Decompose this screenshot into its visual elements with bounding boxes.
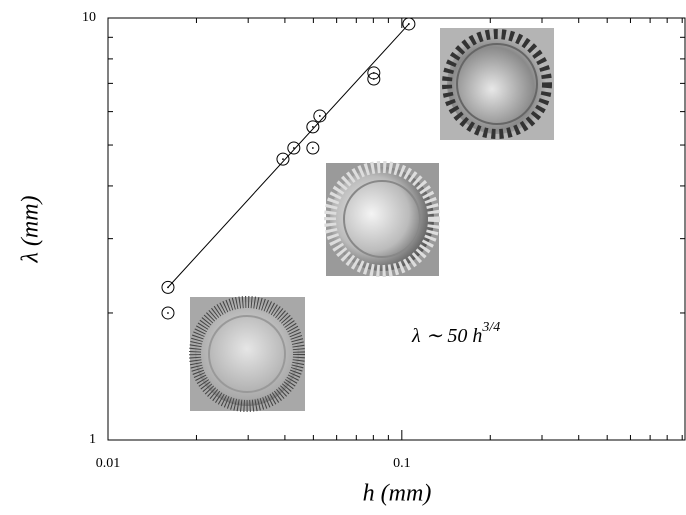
y-tick-label: 10 (82, 10, 96, 25)
annotation: λ ∼ 50 h3/4 (411, 320, 500, 346)
data-point (161, 306, 175, 320)
data-point-center (407, 23, 410, 25)
x-tick-label: 0.01 (96, 456, 121, 471)
data-point (306, 141, 320, 155)
data-point (276, 152, 290, 166)
data-point-center (372, 78, 375, 80)
inset-photo (189, 296, 305, 412)
annotation-superscript: 3/4 (481, 320, 500, 335)
data-point-center (167, 312, 169, 314)
data-point-center (292, 147, 295, 149)
inset-photo (440, 28, 554, 140)
data-point-center (167, 286, 169, 289)
data-point (367, 72, 381, 86)
data-point (306, 120, 320, 134)
data-point-center (282, 158, 284, 161)
x-axis-label: h (mm) (363, 481, 432, 507)
annotation-text: λ ∼ 50 h (411, 325, 482, 347)
plot-frame (107, 17, 686, 441)
data-point (161, 280, 175, 294)
data-point (402, 17, 416, 31)
y-tick-label: 1 (89, 432, 96, 447)
data-point (287, 141, 301, 155)
inset-photo (324, 161, 440, 277)
x-tick-label: 0.1 (393, 456, 411, 471)
data-point-center (311, 126, 314, 128)
data-point (313, 109, 327, 123)
data-point-center (318, 115, 321, 117)
data-point-center (311, 147, 314, 149)
y-axis-label: λ (mm) (18, 195, 44, 263)
